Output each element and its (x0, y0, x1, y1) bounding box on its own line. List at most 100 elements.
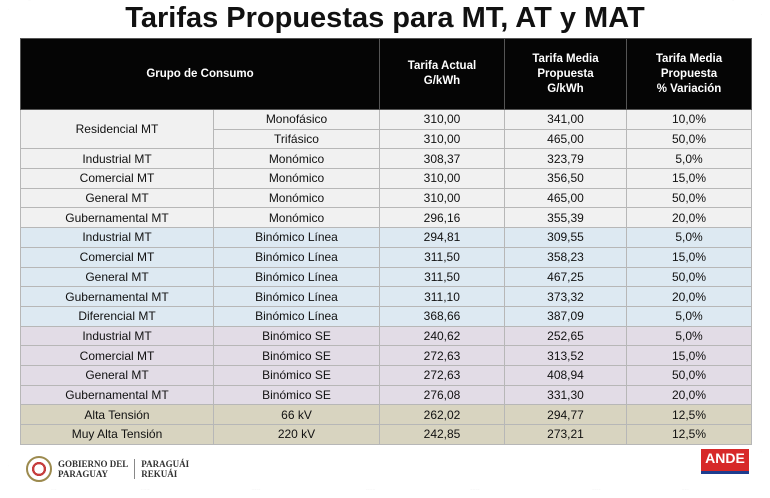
gov-text: GOBIERNO DEL PARAGUAY (58, 459, 129, 479)
variacion-cell: 20,0% (626, 384, 752, 406)
group-name-cell: Industrial MT (20, 148, 214, 170)
variacion-cell: 15,0% (626, 345, 752, 366)
variacion-cell: 20,0% (626, 207, 752, 229)
variacion-cell: 50,0% (626, 266, 752, 288)
tarifa-actual-cell: 296,16 (379, 207, 505, 229)
tarifa-propuesta-cell: 294,77 (504, 404, 627, 425)
header-variacion: Tarifa Media Propuesta% Variación (626, 38, 752, 110)
table-row: General MT Binómico SE 272,63 408,94 50,0% (20, 364, 752, 386)
tarifa-propuesta-cell: 358,23 (504, 246, 627, 268)
group-name-cell: Gubernamental MT (20, 384, 214, 406)
table-row: General MT Binómico Línea 311,50 467,25 50,0… (20, 266, 752, 288)
tipo-cell: Binómico SE (213, 364, 380, 386)
tarifa-actual-cell: 276,08 (379, 384, 505, 406)
group-name-cell: General MT (20, 266, 214, 288)
tarifa-actual-cell: 294,81 (379, 227, 505, 248)
tarifa-propuesta-cell: 313,52 (504, 345, 627, 366)
tarifa-actual-cell: 308,37 (379, 148, 505, 170)
group-name-cell: Comercial MT (20, 168, 214, 189)
table-row: Gubernamental MT Binómico Línea 311,10 373,… (20, 286, 752, 307)
group-name-cell: Comercial MT (20, 246, 214, 268)
tipo-cell: Binómico Línea (213, 286, 380, 307)
group-name-cell: Comercial MT (20, 345, 214, 366)
group-name-cell: Residencial MT (20, 108, 214, 150)
tipo-cell: Binómico Línea (213, 266, 380, 288)
tarifa-propuesta-cell: 323,79 (504, 148, 627, 170)
header-tarifa-actual: Tarifa Actual G/kWh (379, 38, 505, 110)
government-logo: GOBIERNO DEL PARAGUAY PARAGUÁI REKUÁI (26, 456, 189, 482)
tarifa-propuesta-cell: 355,39 (504, 207, 627, 229)
table-body: Residencial MT Monofásico 310,00 341,00 10,0… (20, 108, 752, 445)
group-name-cell: Gubernamental MT (20, 207, 214, 229)
tipo-cell: Binómico SE (213, 325, 380, 347)
tipo-cell: Binómico Línea (213, 246, 380, 268)
table-row: Industrial MT Binómico SE 240,62 252,65 5,0% (20, 325, 752, 347)
tarifa-propuesta-cell: 273,21 (504, 424, 627, 445)
tarifa-propuesta-cell: 252,65 (504, 325, 627, 347)
tarifa-propuesta-cell: 309,55 (504, 227, 627, 248)
header-tarifa-media: Tarifa Media Propuesta G/kWh (504, 38, 627, 110)
tarifa-propuesta-cell: 408,94 (504, 364, 627, 386)
variacion-cell: 12,5% (626, 424, 752, 445)
tarifa-actual-cell: 242,85 (379, 424, 505, 445)
variacion-cell: 5,0% (626, 325, 752, 347)
group-name-cell: Industrial MT (20, 325, 214, 347)
tipo-cell: Monómico (213, 148, 380, 170)
ande-logo: ANDE (701, 449, 749, 474)
group-name-cell: Industrial MT (20, 227, 214, 248)
tarifa-actual-cell: 310,00 (379, 187, 505, 209)
variacion-cell: 5,0% (626, 148, 752, 170)
tarifa-propuesta-cell: 467,25 (504, 266, 627, 288)
tariff-table: Grupo de Consumo Tarifa Actual G/kWh Tari… (20, 38, 752, 445)
table-row: Trifásico 310,00 465,00 50,0% (21, 128, 752, 150)
variacion-cell: 5,0% (626, 227, 752, 248)
header-row: Grupo de Consumo Tarifa Actual G/kWh Tari… (20, 38, 752, 110)
variacion-cell: 50,0% (626, 364, 752, 386)
tipo-cell: 66 kV (213, 404, 380, 425)
tarifa-actual-cell: 311,10 (379, 286, 505, 307)
variacion-cell: 20,0% (626, 286, 752, 307)
variacion-cell: 12,5% (626, 404, 752, 425)
tipo-cell: Binómico Línea (213, 227, 380, 248)
table-row: Industrial MT Binómico Línea 294,81 309,55 5… (20, 227, 752, 248)
table-row: Gubernamental MT Monómico 296,16 355,39 20,0… (20, 207, 752, 229)
variacion-cell: 50,0% (626, 128, 752, 150)
group-name-cell: Gubernamental MT (20, 286, 214, 307)
tarifa-propuesta-cell: 465,00 (504, 187, 627, 209)
tipo-cell: Binómico SE (213, 345, 380, 366)
page-title: Tarifas Propuestas para MT, AT y MAT (125, 2, 645, 34)
group-name-cell: General MT (20, 187, 214, 209)
variacion-cell: 15,0% (626, 168, 752, 189)
table-row: Residencial MT Monofásico 310,00 341,00 10,0… (20, 108, 752, 150)
table-row: Muy Alta Tensión 220 kV 242,85 273,21 12,5% (20, 424, 752, 445)
tarifa-actual-cell: 368,66 (379, 305, 505, 327)
table-row: Alta Tensión 66 kV 262,02 294,77 12,5% (20, 404, 752, 425)
table-row: Industrial MT Monómico 308,37 323,79 5,0% (20, 148, 752, 170)
tarifa-actual-cell: 272,63 (379, 364, 505, 386)
variacion-cell: 15,0% (626, 246, 752, 268)
tarifa-propuesta-cell: 373,32 (504, 286, 627, 307)
variacion-cell: 10,0% (626, 109, 752, 130)
table-row: Comercial MT Binómico Línea 311,50 358,23 15… (20, 246, 752, 268)
table-row: General MT Monómico 310,00 465,00 50,0% (20, 187, 752, 209)
table-row: Diferencial MT Binómico Línea 368,66 387,09… (20, 305, 752, 327)
tipo-cell: Trifásico (213, 128, 380, 150)
tarifa-actual-cell: 311,50 (379, 246, 505, 268)
tarifa-actual-cell: 311,50 (379, 266, 505, 288)
group-name-cell: General MT (20, 364, 214, 386)
tipo-cell: Monofásico (213, 109, 380, 130)
tarifa-actual-cell: 272,63 (379, 345, 505, 366)
group-name-cell: Diferencial MT (20, 305, 214, 327)
tipo-cell: 220 kV (213, 424, 380, 445)
group-name-cell: Muy Alta Tensión (20, 424, 214, 445)
tarifa-actual-cell: 310,00 (379, 128, 505, 150)
group-name-cell: Alta Tensión (20, 404, 214, 425)
tarifa-propuesta-cell: 465,00 (504, 128, 627, 150)
gov-text-guarani: PARAGUÁI REKUÁI (141, 459, 190, 479)
tarifa-actual-cell: 240,62 (379, 325, 505, 347)
table-row: Comercial MT Binómico SE 272,63 313,52 15,0% (20, 345, 752, 366)
seal-icon (26, 456, 52, 482)
tipo-cell: Monómico (213, 187, 380, 209)
tarifa-actual-cell: 262,02 (379, 404, 505, 425)
tipo-cell: Monómico (213, 168, 380, 189)
